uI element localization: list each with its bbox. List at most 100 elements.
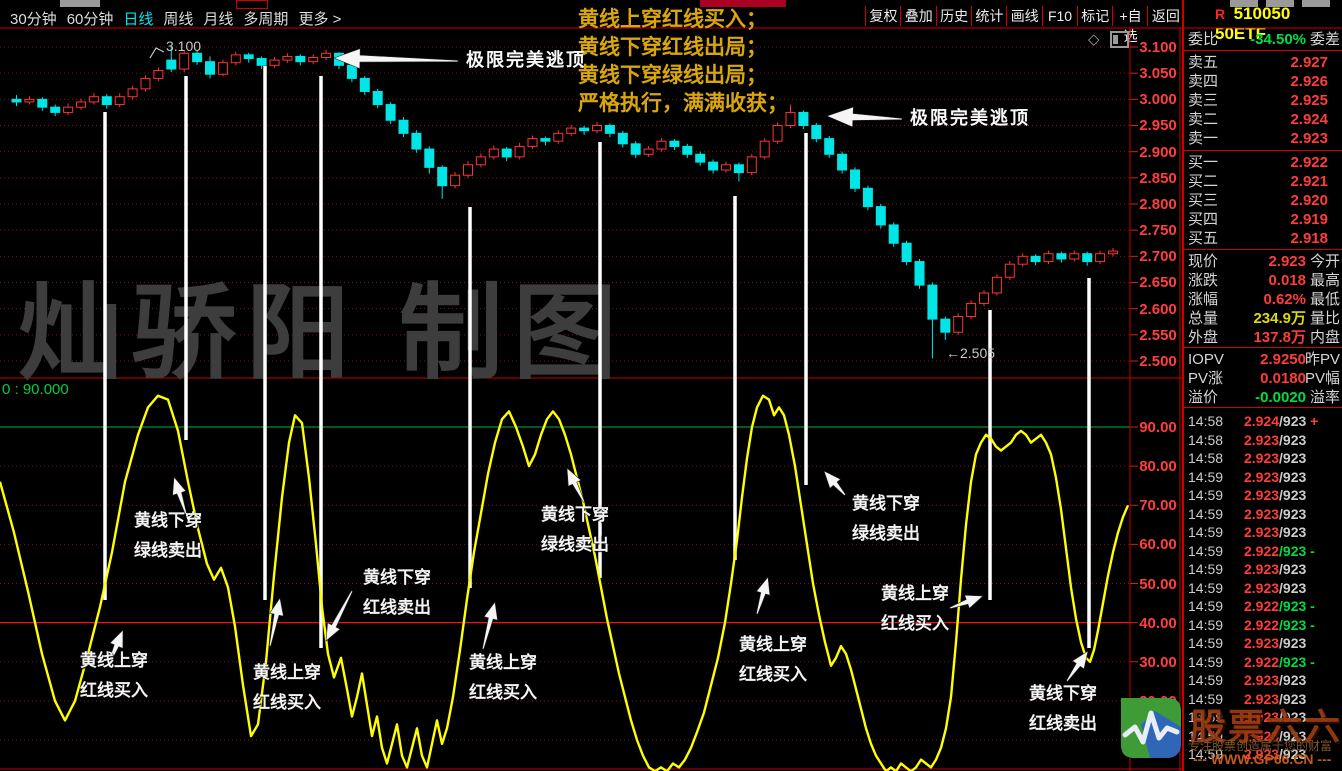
period-tab-2[interactable]: 日线 bbox=[123, 11, 154, 28]
signal-callout-4: 黄线上穿 红线买入 bbox=[469, 653, 537, 702]
price-axis-label-10: 2.600 bbox=[1139, 300, 1177, 318]
bid-row-1: 买二 2.921 bbox=[1188, 173, 1328, 190]
clipped-row-fragment bbox=[60, 0, 100, 7]
panel-layout-icon[interactable] bbox=[1110, 31, 1129, 48]
indicator-axis-label-6: 30.00 bbox=[1139, 653, 1177, 671]
gp66-logo bbox=[1121, 698, 1181, 758]
strategy-line-1: 黄线下穿红线出局； bbox=[578, 36, 767, 59]
tool-button-3[interactable]: 统计 bbox=[970, 6, 1007, 26]
bid-row-0: 买一 2.922 bbox=[1188, 154, 1328, 171]
signal-callout-1: 黄线上穿 红线买入 bbox=[80, 651, 148, 700]
tick-row-1: 14:58 2.923/923 bbox=[1188, 431, 1307, 448]
bid-row-2: 买三 2.920 bbox=[1188, 192, 1328, 209]
tick-row-7: 14:59 2.922/923 - bbox=[1188, 542, 1315, 559]
ask-row-1: 卖四 2.926 bbox=[1188, 73, 1328, 90]
escape-top-label-1: 极限完美逃顶 bbox=[910, 108, 1030, 128]
tool-button-4[interactable]: 画线 bbox=[1006, 6, 1042, 26]
price-axis-label-9: 2.650 bbox=[1139, 274, 1177, 292]
diamond-icon[interactable]: ◇ bbox=[1088, 31, 1100, 48]
iopv-row-1: PV涨 0.0180 PV幅 bbox=[1188, 370, 1340, 387]
tick-row-3: 14:59 2.923/923 bbox=[1188, 468, 1307, 485]
quote-row-2: 涨幅 0.62% 最低 bbox=[1188, 291, 1340, 308]
ask-row-3: 卖二 2.924 bbox=[1188, 111, 1328, 128]
strategy-note: 黄线上穿红线买入； 黄线下穿红线出局； 黄线下穿绿线出局； 严格执行，满满收获； bbox=[578, 6, 788, 118]
weibi-row: 委比 -34.50% 委差 bbox=[1188, 31, 1340, 48]
tool-button-1[interactable]: 叠加 bbox=[900, 6, 936, 26]
signal-callout-7: 黄线下穿 绿线卖出 bbox=[852, 494, 920, 543]
signal-callout-2: 黄线上穿 红线买入 bbox=[253, 663, 321, 712]
tools-toolbar: 复权 叠加 历史 统计 画线 F10 标记 +自选 返回 bbox=[865, 6, 1183, 44]
price-axis-label-11: 2.550 bbox=[1139, 326, 1177, 344]
period-tab-6[interactable]: 更多 > bbox=[298, 11, 342, 28]
watermark: 灿骄阳 制图 bbox=[18, 276, 627, 392]
quote-sidebar: 委比 -34.50% 委差 卖五 2.927 卖四 2.926 卖三 2.925 卖二 2.924 卖… bbox=[1184, 0, 1342, 771]
stock-name: 510050 50ETF bbox=[1215, 4, 1291, 43]
ask-row-2: 卖三 2.925 bbox=[1188, 92, 1328, 109]
rights-marker: R bbox=[1215, 6, 1226, 22]
ask-row-4: 卖一 2.923 bbox=[1188, 130, 1328, 147]
strategy-line-2: 黄线下穿绿线出局； bbox=[578, 64, 767, 87]
tool-button-8[interactable]: 返回 bbox=[1147, 6, 1183, 26]
period-tab-5[interactable]: 多周期 bbox=[243, 11, 289, 28]
tool-button-0[interactable]: 复权 bbox=[865, 6, 901, 26]
clipped-row-fragment bbox=[1302, 0, 1330, 7]
ask-row-0: 卖五 2.927 bbox=[1188, 54, 1328, 71]
clipped-row-fragment bbox=[700, 0, 786, 7]
tool-button-6[interactable]: 标记 bbox=[1076, 6, 1113, 26]
signal-callout-9: 黄线下穿 红线卖出 bbox=[1029, 684, 1097, 733]
signal-callout-8: 黄线上穿 红线买入 bbox=[881, 584, 949, 633]
price-axis-label-7: 2.750 bbox=[1139, 222, 1177, 240]
bid-row-3: 买四 2.919 bbox=[1188, 211, 1328, 228]
signal-callout-3: 黄线下穿 红线卖出 bbox=[363, 568, 431, 617]
tool-button-2[interactable]: 历史 bbox=[935, 6, 972, 26]
stock-title: R 510050 50ETF bbox=[1215, 4, 1342, 44]
tick-row-11: 14:59 2.922/923 - bbox=[1188, 616, 1315, 633]
period-tab-3[interactable]: 周线 bbox=[163, 11, 194, 28]
quote-row-3: 总量 234.9万 量比 bbox=[1188, 310, 1340, 327]
iopv-row-2: 溢价 -0.0020 溢率 bbox=[1188, 389, 1340, 406]
signal-callout-0: 黄线下穿 绿线卖出 bbox=[134, 511, 202, 560]
price-axis-label-0: 3.100 bbox=[1139, 39, 1177, 56]
price-axis-label-12: 2.500 bbox=[1139, 352, 1177, 370]
clipped-row-fragment bbox=[236, 0, 268, 9]
tick-row-12: 14:59 2.923/923 bbox=[1188, 635, 1307, 651]
indicator-axis-label-1: 80.00 bbox=[1139, 458, 1177, 476]
indicator-axis-label-4: 50.00 bbox=[1139, 575, 1177, 593]
price-axis-label-1: 3.050 bbox=[1139, 65, 1177, 83]
tick-row-2: 14:58 2.923/923 bbox=[1188, 450, 1307, 466]
high-price-marker: 3.100 bbox=[166, 38, 202, 54]
tick-row-9: 14:59 2.923/923 bbox=[1188, 579, 1307, 596]
escape-top-label-0: 极限完美逃顶 bbox=[466, 50, 586, 70]
strategy-line-0: 黄线上穿红线买入； bbox=[578, 8, 767, 31]
price-axis-label-8: 2.700 bbox=[1139, 248, 1177, 266]
site-watermark-slogan: 专注股票创造属于您的财富 bbox=[1188, 739, 1333, 753]
tool-button-5[interactable]: F10 bbox=[1041, 6, 1078, 26]
quote-row-1: 涨跌 0.018 最高 bbox=[1188, 272, 1340, 289]
period-tab-1[interactable]: 60分钟 bbox=[66, 11, 114, 28]
tick-row-17: 14:59 2.923/923 bbox=[1188, 727, 1307, 744]
price-axis-label-2: 3.000 bbox=[1139, 91, 1177, 109]
quote-row-0: 现价 2.923 今开 bbox=[1188, 253, 1340, 270]
indicator-axis-label-2: 70.00 bbox=[1139, 497, 1177, 515]
tick-row-5: 14:59 2.923/923 bbox=[1188, 505, 1307, 522]
period-tab-0[interactable]: 30分钟 bbox=[10, 11, 57, 28]
tick-row-0: 14:58 2.924/923 + bbox=[1188, 413, 1319, 429]
tick-row-16: 14:59 2.923/923 bbox=[1188, 709, 1307, 725]
site-watermark-url: --- WWW.GP66.CN --- bbox=[1193, 751, 1332, 767]
tick-row-13: 14:59 2.922/923 - bbox=[1188, 653, 1315, 670]
quote-row-4: 外盘 137.8万 内盘 bbox=[1188, 329, 1340, 346]
indicator-parameter-label: 0 : 90.000 bbox=[2, 381, 69, 398]
strategy-line-3: 严格执行，满满收获； bbox=[578, 92, 788, 115]
site-watermark-name: 股票六六 bbox=[1190, 706, 1342, 747]
tick-row-8: 14:59 2.923/923 bbox=[1188, 561, 1307, 577]
price-axis-label-3: 2.950 bbox=[1139, 117, 1177, 135]
tick-row-6: 14:59 2.923/923 bbox=[1188, 524, 1307, 540]
price-axis-label-5: 2.850 bbox=[1139, 169, 1177, 187]
period-tab-4[interactable]: 月线 bbox=[203, 11, 234, 28]
clipped-row-fragment bbox=[1266, 0, 1294, 7]
tick-row-4: 14:59 2.923/923 bbox=[1188, 487, 1307, 503]
signal-callout-6: 黄线上穿 红线买入 bbox=[739, 635, 807, 684]
